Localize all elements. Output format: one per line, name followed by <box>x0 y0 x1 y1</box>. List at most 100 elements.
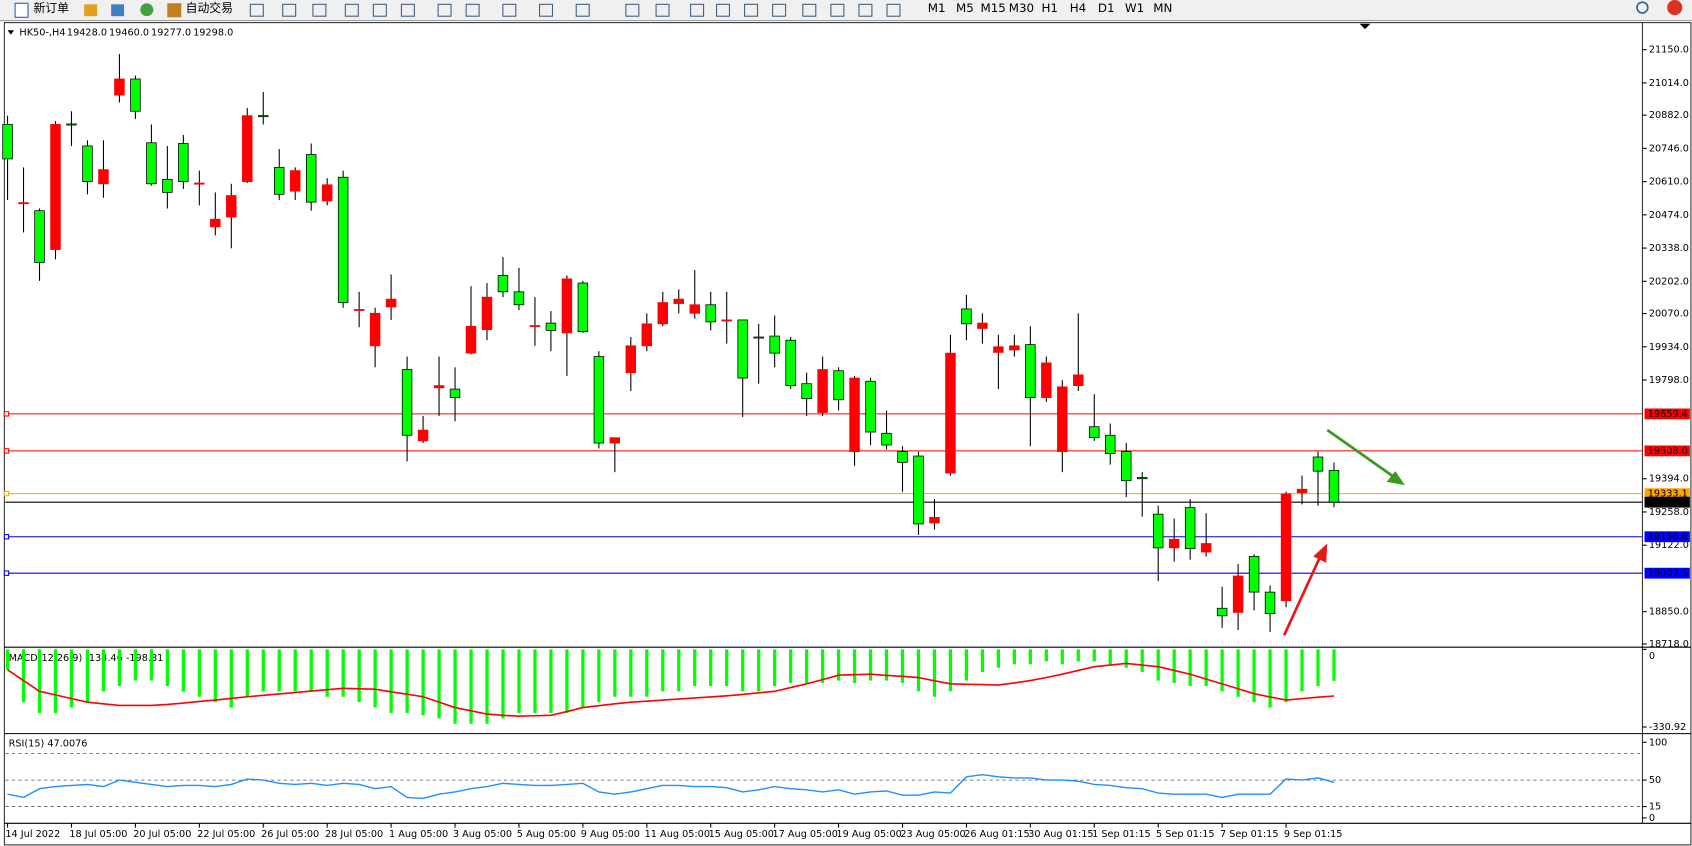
auto-trading-icon[interactable] <box>167 3 182 18</box>
x-tick-label: 5 Sep 01:15 <box>1156 829 1215 840</box>
y-tick-label: 20882.0 <box>1649 110 1689 121</box>
timeframe[interactable]: M30 <box>1009 1 1034 15</box>
candle-body <box>737 319 748 379</box>
macd-bar <box>1092 649 1096 662</box>
header-value: 19298.0 <box>193 27 233 38</box>
tool-icon[interactable] <box>858 3 873 17</box>
macd-bar <box>1012 649 1016 665</box>
tool-icon[interactable] <box>802 3 817 17</box>
macd-bar <box>181 649 185 692</box>
candle-body <box>817 369 828 413</box>
candle-body <box>849 377 860 452</box>
auto-trading[interactable]: 自动交易 <box>186 1 233 15</box>
new-order[interactable]: 新订单 <box>33 1 69 15</box>
price-tag <box>1644 488 1690 500</box>
y-tick-label: 19798.0 <box>1649 375 1689 386</box>
icon[interactable] <box>84 4 98 17</box>
header-value: 19460.0 <box>109 27 149 38</box>
tool-icon[interactable] <box>502 3 517 17</box>
notification-icon[interactable] <box>1667 0 1683 16</box>
x-tick-label: 11 Aug 05:00 <box>645 829 710 840</box>
candle-body <box>945 352 956 474</box>
candle-body <box>114 78 125 96</box>
tool-icon[interactable] <box>715 3 730 17</box>
timeframes: M1 M5 M15 M30 H1 H4 D1 W1 MN <box>928 1 1173 15</box>
timeframe[interactable]: H1 <box>1042 1 1058 15</box>
macd-bar <box>1108 649 1112 665</box>
tool-icon[interactable] <box>625 3 640 17</box>
tool-icon[interactable] <box>282 3 297 17</box>
candle-body <box>609 437 621 444</box>
macd-bar <box>165 649 169 686</box>
candle-body <box>274 167 285 195</box>
macd-bar <box>1124 649 1128 668</box>
timeframe[interactable]: D1 <box>1098 1 1115 15</box>
x-tick-label: 23 Aug 05:00 <box>900 829 965 840</box>
price-tag-label: 19156.6 <box>1648 532 1688 543</box>
candle-body <box>449 388 461 398</box>
candle-body <box>785 339 796 387</box>
tool-icon[interactable] <box>539 3 554 17</box>
macd-bar <box>69 649 74 708</box>
y-tick-label: -330.92 <box>1649 722 1686 733</box>
tool-icon[interactable] <box>437 3 452 17</box>
macd-bar <box>597 649 601 703</box>
icon[interactable] <box>111 4 125 17</box>
y-tick-label: 50 <box>1649 775 1661 786</box>
macd-bar <box>789 649 793 683</box>
tool-icon[interactable] <box>655 3 670 17</box>
y-tick-label: 18850.0 <box>1649 607 1689 618</box>
y-tick-label: 19394.0 <box>1649 474 1689 485</box>
y-tick-label: 20474.0 <box>1649 210 1689 221</box>
macd-bar <box>197 649 201 697</box>
tool-icon[interactable] <box>830 3 845 17</box>
timeframe[interactable]: W1 <box>1125 1 1144 15</box>
x-tick-label: 19 Aug 05:00 <box>836 829 901 840</box>
x-tick-label: 1 Sep 01:15 <box>1092 829 1151 840</box>
macd-bar <box>1332 649 1336 681</box>
candle-body <box>465 325 477 354</box>
tool-icon[interactable] <box>400 3 415 17</box>
tool-icon[interactable] <box>465 3 480 17</box>
macd-bar <box>21 649 26 703</box>
macd-bar <box>437 649 441 719</box>
tool-icon[interactable] <box>249 3 264 17</box>
macd-bar <box>85 649 90 703</box>
candle-body <box>258 115 269 118</box>
x-tick-label: 15 Aug 05:00 <box>709 829 774 840</box>
candle-body <box>289 170 301 192</box>
tool-icon[interactable] <box>772 3 787 17</box>
candle-body <box>1200 543 1212 553</box>
candle-body <box>961 308 972 325</box>
new-order-icon[interactable] <box>14 2 29 18</box>
macd-bar <box>357 649 361 703</box>
search-icon[interactable] <box>1636 1 1649 14</box>
candle-body <box>66 123 77 126</box>
timeframe[interactable]: MN <box>1153 1 1172 15</box>
tool-icon[interactable] <box>575 3 590 17</box>
tool-icon[interactable] <box>312 3 327 17</box>
candle-body <box>401 369 413 436</box>
macd-bar <box>693 649 697 686</box>
tool-icon[interactable] <box>690 3 705 17</box>
timeframe[interactable]: M5 <box>956 1 974 15</box>
header-value: 19277.0 <box>151 27 191 38</box>
macd-bar <box>5 649 10 670</box>
timeframe[interactable]: H4 <box>1070 1 1086 15</box>
icon[interactable] <box>140 3 154 17</box>
candle-body <box>1296 488 1308 494</box>
timeframe[interactable]: M1 <box>928 1 946 15</box>
line-anchor <box>3 570 10 576</box>
line-anchor <box>3 534 10 540</box>
y-tick-label: 15 <box>1649 802 1661 813</box>
tool-icon[interactable] <box>344 3 359 17</box>
x-tick-label: 22 Jul 05:00 <box>197 829 255 840</box>
line-anchor <box>3 448 10 454</box>
tool-icon[interactable] <box>886 3 901 17</box>
timeframe[interactable]: M15 <box>981 1 1006 15</box>
macd-bar <box>277 649 281 692</box>
tool-icon[interactable] <box>744 3 759 17</box>
y-tick-label: 21014.0 <box>1649 78 1689 89</box>
tool-icon[interactable] <box>372 3 387 17</box>
arrow-down <box>1326 428 1398 480</box>
